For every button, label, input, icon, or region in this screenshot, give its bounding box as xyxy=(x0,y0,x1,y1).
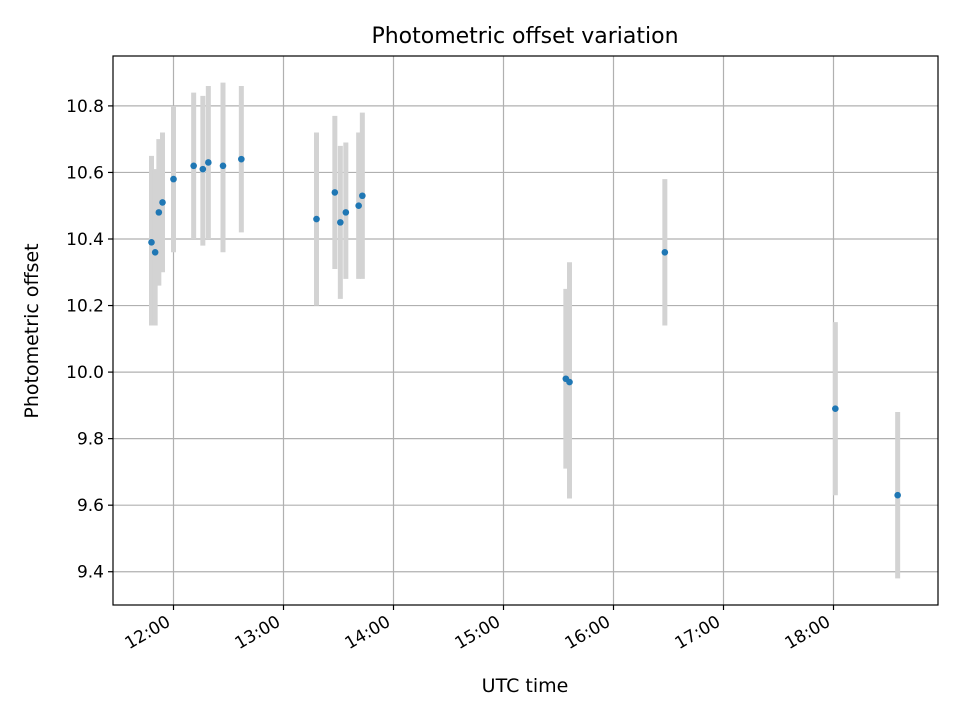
y-tick-label: 10.4 xyxy=(66,230,104,250)
x-tick-label: 18:00 xyxy=(782,612,834,654)
plot-background xyxy=(113,56,938,605)
data-point xyxy=(151,249,159,256)
data-point xyxy=(159,199,166,206)
data-point xyxy=(331,189,339,196)
data-point xyxy=(832,405,839,412)
y-tick-label: 9.8 xyxy=(77,430,104,450)
data-point xyxy=(566,378,573,386)
data-point xyxy=(190,162,197,170)
chart-title: Photometric offset variation xyxy=(371,24,678,49)
data-point xyxy=(894,491,901,499)
data-point xyxy=(342,209,350,216)
data-point xyxy=(661,249,669,256)
plot-frame xyxy=(112,55,939,606)
y-tick-label: 9.4 xyxy=(77,563,104,583)
x-axis-label: UTC time xyxy=(482,675,569,697)
data-point xyxy=(148,239,155,246)
data-points xyxy=(148,155,901,499)
data-point xyxy=(355,202,362,210)
x-axis-ticks: 12:00 13:00 14:00 15:00 16:00 17:00 18:00 xyxy=(122,605,835,654)
data-point xyxy=(359,192,366,200)
y-tick-label: 10.8 xyxy=(66,97,104,117)
data-point xyxy=(155,209,163,216)
x-tick-label: 16:00 xyxy=(562,612,614,654)
data-point xyxy=(313,215,320,223)
y-tick-label: 10.0 xyxy=(66,363,104,383)
data-point xyxy=(238,155,245,163)
y-tick-label: 9.6 xyxy=(77,496,104,516)
y-tick-label: 10.2 xyxy=(66,297,104,317)
x-tick-label: 17:00 xyxy=(672,612,724,654)
data-point xyxy=(337,219,344,226)
grid xyxy=(113,56,938,605)
data-point xyxy=(170,175,177,183)
y-axis-label: Photometric offset xyxy=(21,243,43,418)
x-tick-label: 14:00 xyxy=(342,612,394,654)
data-point xyxy=(199,165,207,173)
y-axis-ticks: 9.4 9.6 9.8 10.0 10.2 10.4 10.6 10.8 xyxy=(66,97,113,583)
data-point xyxy=(219,162,227,170)
x-tick-label: 15:00 xyxy=(452,612,504,654)
data-point xyxy=(205,159,212,166)
x-tick-label: 12:00 xyxy=(122,612,174,654)
x-tick-label: 13:00 xyxy=(232,612,284,654)
y-tick-label: 10.6 xyxy=(66,163,104,183)
